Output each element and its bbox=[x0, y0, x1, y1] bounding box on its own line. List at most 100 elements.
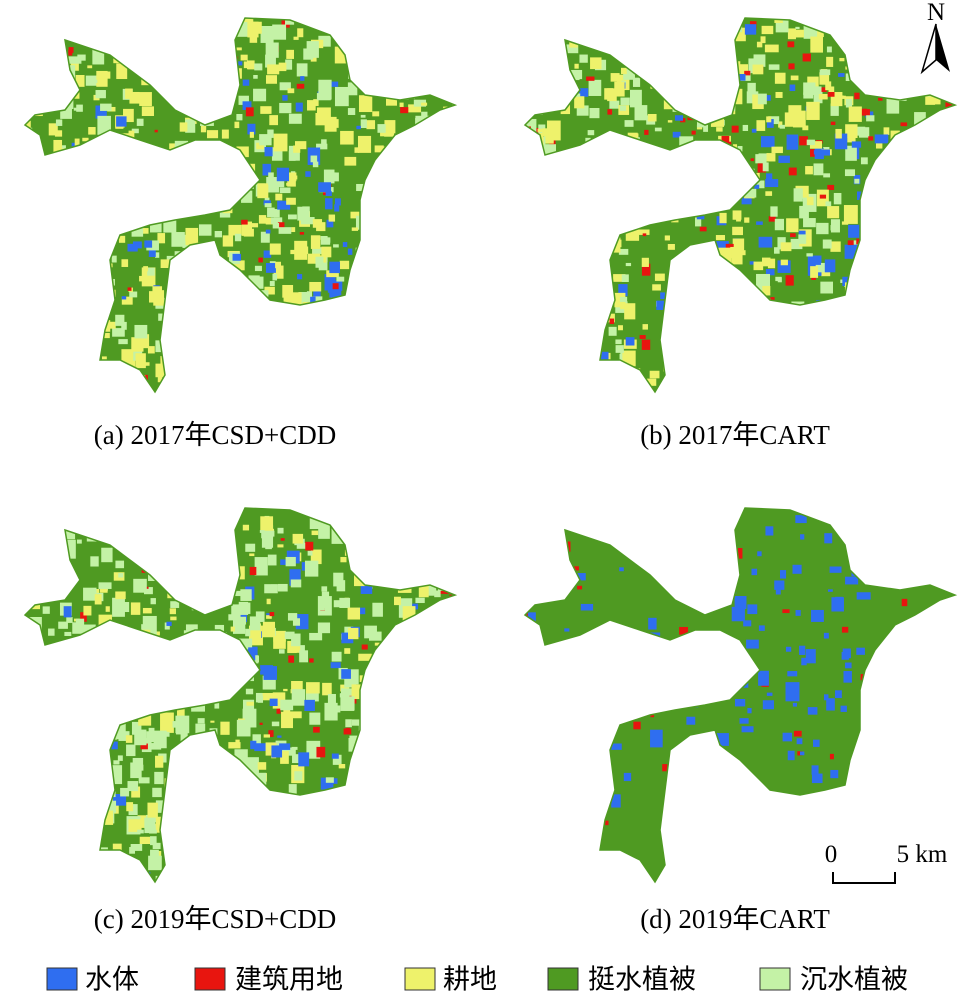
land-patch bbox=[785, 682, 800, 702]
land-patch bbox=[404, 23, 414, 34]
land-patch bbox=[354, 147, 360, 153]
land-patch bbox=[147, 267, 155, 276]
land-patch bbox=[449, 690, 455, 696]
land-patch bbox=[430, 710, 439, 722]
land-patch bbox=[94, 745, 109, 755]
land-patch bbox=[45, 777, 59, 786]
land-patch bbox=[213, 548, 226, 565]
land-patch bbox=[174, 847, 186, 857]
land-patch bbox=[68, 47, 74, 53]
land-patch bbox=[319, 303, 332, 321]
land-patch bbox=[525, 192, 527, 199]
land-patch bbox=[254, 743, 267, 752]
land-patch bbox=[405, 711, 411, 719]
land-patch bbox=[302, 370, 314, 379]
land-patch bbox=[391, 232, 404, 249]
land-patch bbox=[448, 352, 455, 358]
land-patch bbox=[447, 192, 455, 201]
land-patch bbox=[579, 88, 589, 97]
land-patch bbox=[451, 156, 455, 174]
land-patch bbox=[685, 30, 693, 38]
land-patch bbox=[874, 258, 883, 264]
land-patch bbox=[185, 638, 199, 651]
land-patch bbox=[30, 29, 44, 46]
land-patch bbox=[82, 666, 87, 670]
land-patch bbox=[956, 54, 965, 64]
land-patch bbox=[691, 130, 696, 135]
land-patch bbox=[114, 186, 127, 199]
land-patch bbox=[460, 884, 467, 894]
land-patch bbox=[178, 172, 187, 181]
land-patch bbox=[293, 338, 303, 350]
land-patch bbox=[929, 155, 936, 163]
land-patch bbox=[96, 664, 102, 669]
land-patch bbox=[397, 528, 410, 539]
land-patch bbox=[458, 200, 469, 216]
land-patch bbox=[212, 539, 224, 546]
land-patch bbox=[445, 28, 455, 44]
land-patch bbox=[288, 113, 302, 124]
land-patch bbox=[854, 32, 868, 49]
land-patch bbox=[732, 238, 745, 251]
land-patch bbox=[194, 96, 208, 107]
land-patch bbox=[894, 261, 904, 271]
land-patch bbox=[619, 567, 624, 572]
land-patch bbox=[131, 337, 144, 352]
land-patch bbox=[212, 778, 222, 787]
land-patch bbox=[876, 54, 881, 59]
land-patch bbox=[33, 546, 47, 554]
land-patch bbox=[597, 224, 606, 231]
land-patch bbox=[289, 711, 302, 719]
land-patch bbox=[247, 63, 259, 70]
land-patch bbox=[439, 834, 446, 838]
land-patch bbox=[625, 262, 632, 267]
land-patch bbox=[710, 846, 718, 857]
land-patch bbox=[287, 177, 296, 187]
land-patch bbox=[196, 204, 202, 212]
land-patch bbox=[940, 112, 953, 129]
land-patch bbox=[179, 146, 188, 157]
land-patch bbox=[454, 619, 455, 624]
land-patch bbox=[285, 556, 296, 567]
land-patch bbox=[844, 169, 856, 177]
land-patch bbox=[265, 217, 275, 225]
land-patch bbox=[460, 393, 468, 402]
land-patch bbox=[404, 65, 413, 76]
land-patch bbox=[165, 825, 177, 837]
land-patch bbox=[425, 648, 437, 658]
land-patch bbox=[153, 75, 159, 79]
land-patch bbox=[63, 163, 76, 179]
land-patch bbox=[356, 539, 362, 547]
land-patch bbox=[250, 740, 257, 750]
land-patch bbox=[528, 271, 535, 279]
land-patch bbox=[281, 711, 293, 729]
land-patch bbox=[889, 69, 897, 78]
land-patch bbox=[32, 790, 43, 800]
land-patch bbox=[879, 378, 888, 386]
land-patch bbox=[83, 381, 92, 387]
land-patch bbox=[634, 105, 648, 121]
land-patch bbox=[115, 314, 125, 326]
land-patch bbox=[702, 19, 714, 34]
land-patch bbox=[859, 127, 870, 138]
land-patch bbox=[202, 45, 210, 55]
land-patch bbox=[145, 510, 155, 517]
land-patch bbox=[334, 198, 341, 206]
land-patch bbox=[451, 47, 455, 56]
land-patch bbox=[386, 541, 395, 550]
land-patch bbox=[378, 34, 387, 46]
land-patch bbox=[125, 735, 133, 743]
land-patch bbox=[785, 275, 794, 286]
land-patch bbox=[164, 307, 177, 326]
land-patch bbox=[416, 852, 424, 861]
land-patch bbox=[683, 23, 696, 32]
land-patch bbox=[268, 172, 274, 181]
land-patch bbox=[265, 333, 277, 346]
land-patch bbox=[638, 229, 650, 235]
land-patch bbox=[85, 257, 93, 262]
land-patch bbox=[854, 178, 860, 184]
land-patch bbox=[225, 679, 231, 687]
land-patch bbox=[128, 130, 135, 138]
legend-label: 水体 bbox=[85, 965, 139, 996]
land-patch bbox=[959, 194, 965, 198]
